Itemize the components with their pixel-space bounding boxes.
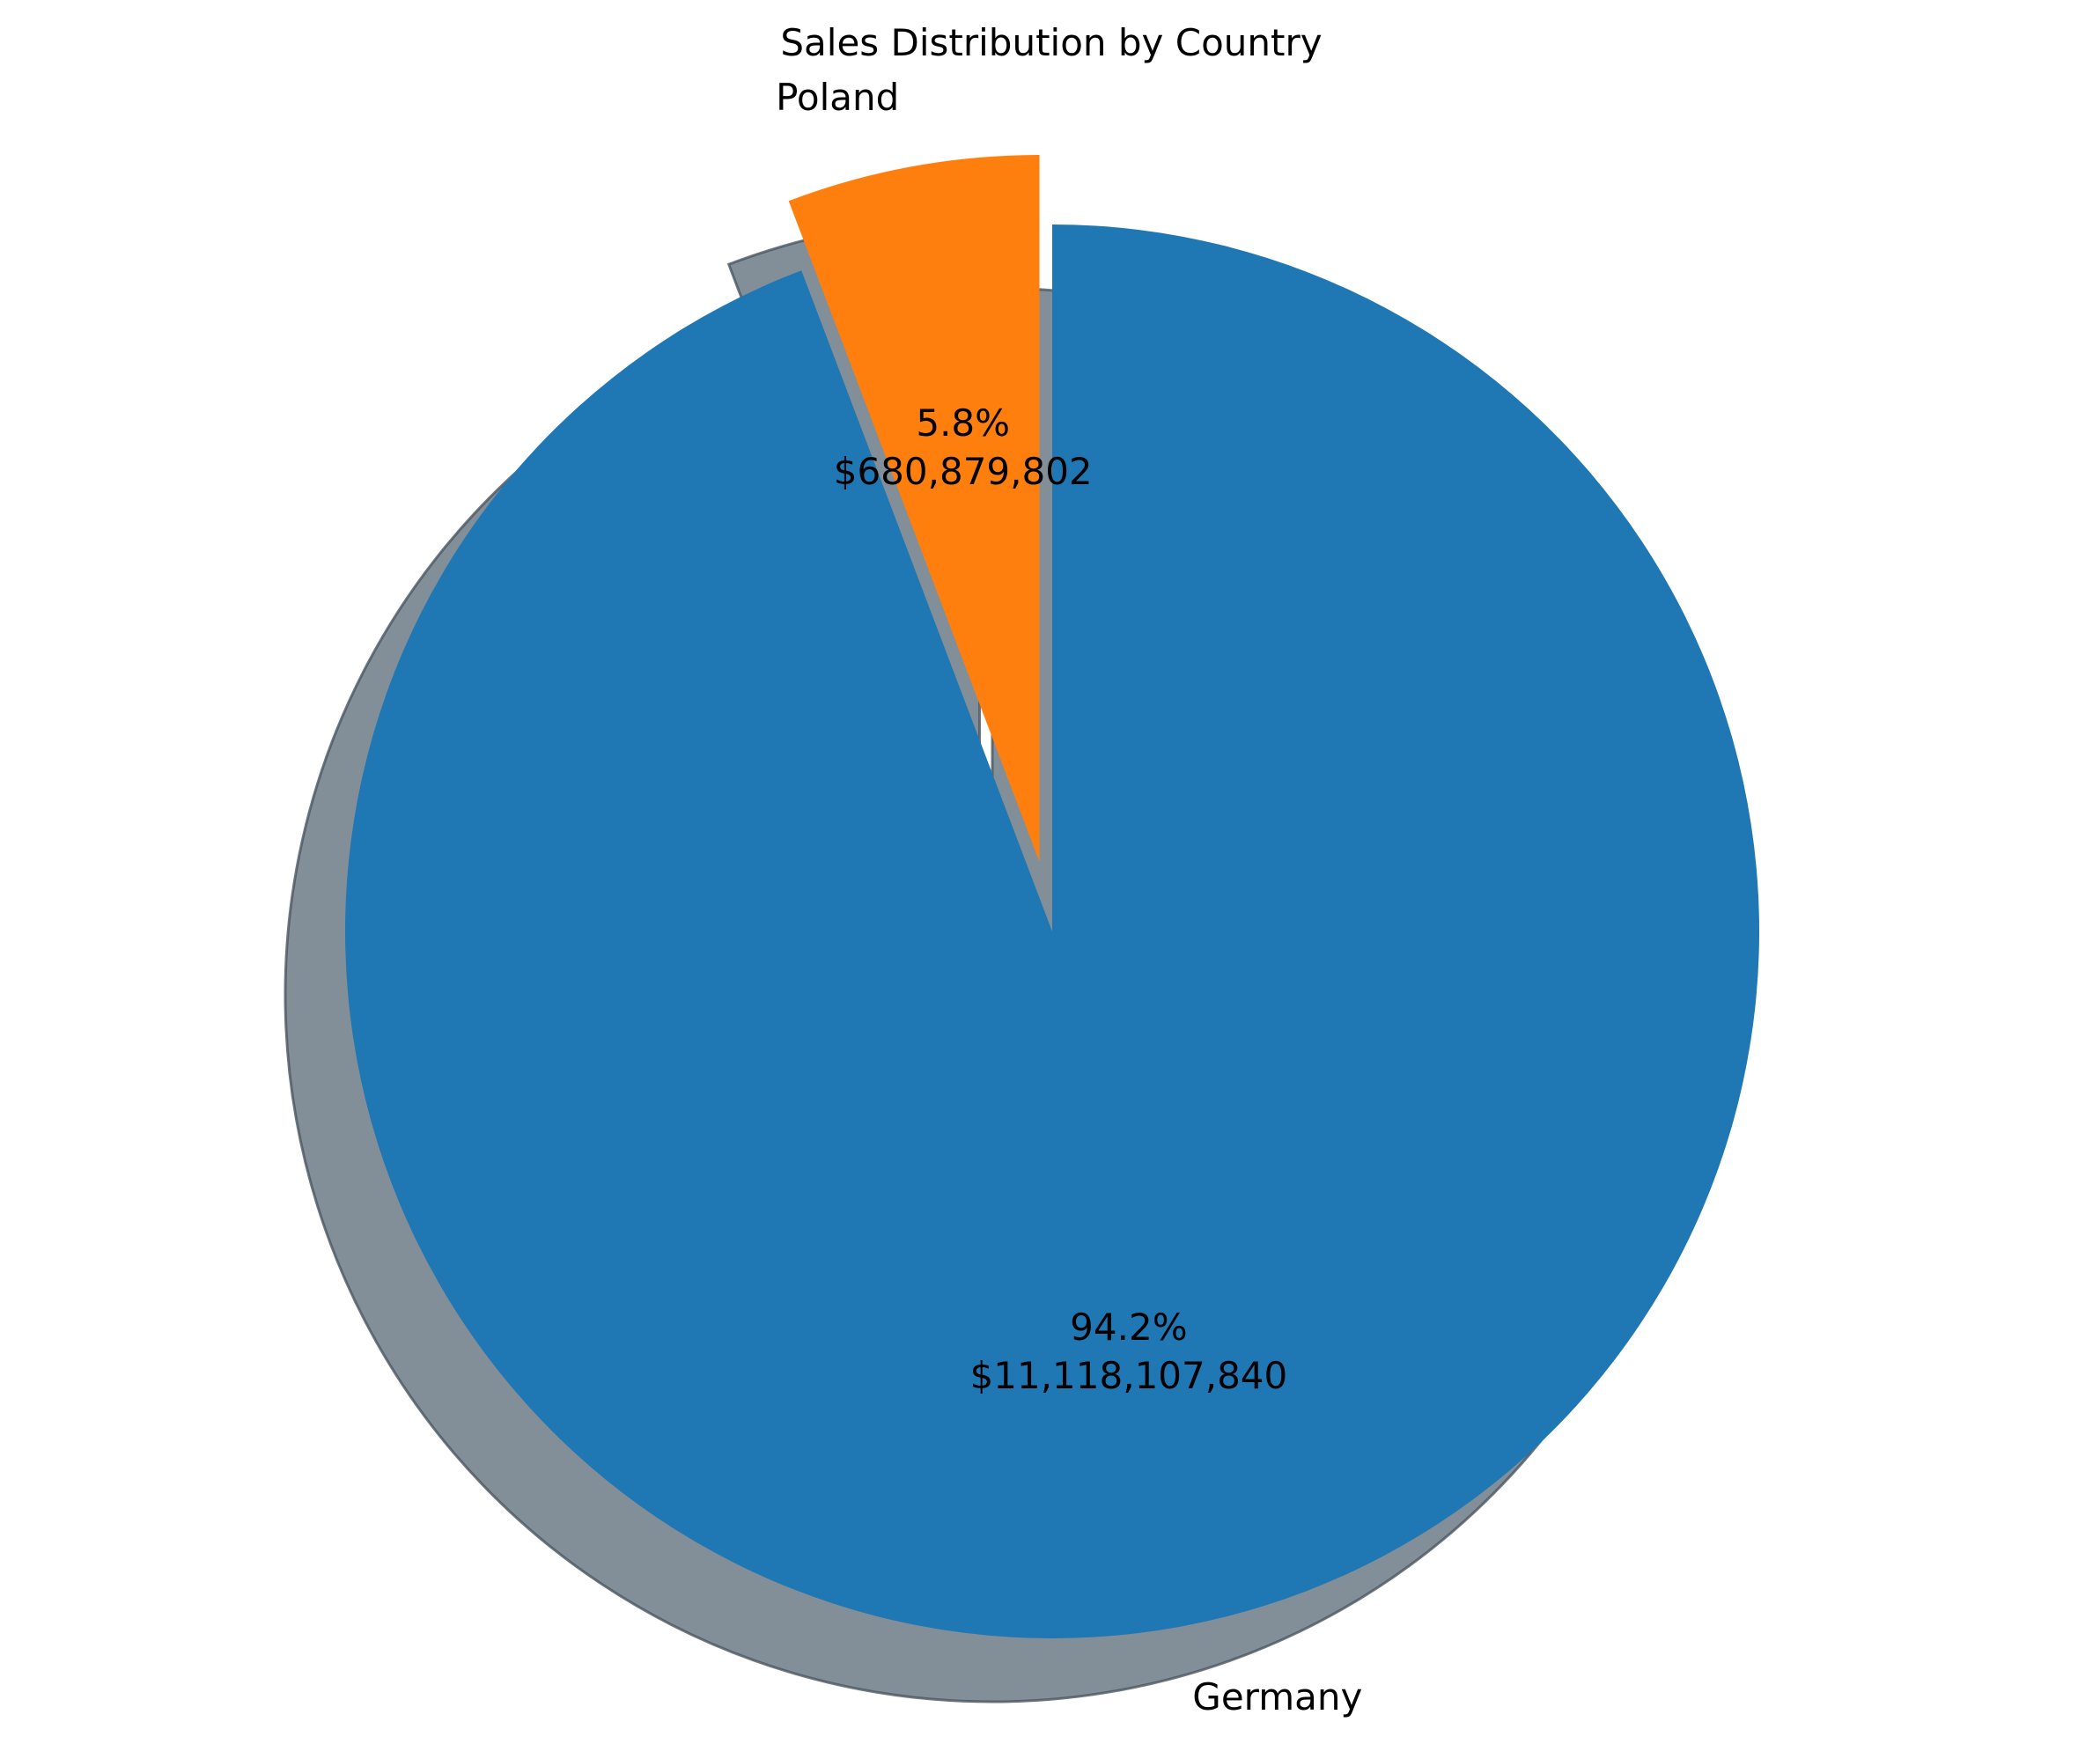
slice-percent-germany: 94.2%	[1070, 1306, 1187, 1349]
pie-slice-poland	[788, 155, 1040, 863]
slice-label-poland: Poland	[776, 76, 899, 119]
slice-label-germany: Germany	[1192, 1675, 1362, 1718]
slice-value-poland: $680,879,802	[834, 450, 1093, 493]
chart-title: Sales Distribution by Country	[780, 21, 1322, 64]
slice-layer	[345, 155, 1760, 1639]
slice-value-germany: $11,118,107,840	[970, 1354, 1288, 1397]
pie-slice-germany	[345, 224, 1760, 1639]
label-layer: Germany 94.2% $11,118,107,840 Poland 5.8% $68…	[776, 76, 1362, 1718]
slice-percent-poland: 5.8%	[916, 401, 1010, 445]
